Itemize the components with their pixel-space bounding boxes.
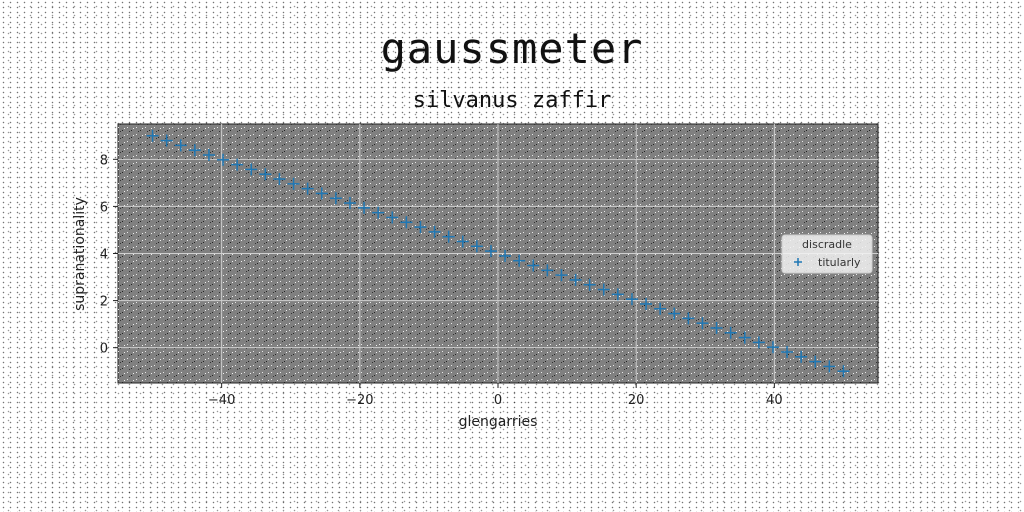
data-point	[287, 177, 300, 190]
data-point	[273, 173, 286, 186]
data-point	[188, 144, 201, 157]
data-point	[625, 293, 638, 306]
data-point	[766, 341, 779, 354]
chart-title: gaussmeter	[380, 24, 644, 73]
y-axis-label: supranationality	[72, 197, 88, 311]
legend-title: discradle	[802, 238, 852, 251]
x-tick-label: −40	[208, 393, 235, 408]
x-tick-label: 40	[766, 393, 783, 408]
data-point	[372, 206, 385, 219]
data-point	[583, 278, 596, 291]
data-point	[414, 221, 427, 234]
chart-subtitle: silvanus zaffir	[412, 88, 612, 113]
data-point	[174, 139, 187, 152]
y-tick-label: 6	[100, 200, 108, 215]
data-point	[696, 317, 709, 330]
series-points	[146, 129, 850, 378]
data-point	[442, 230, 455, 243]
data-point	[597, 283, 610, 296]
grid-lines	[118, 124, 878, 383]
data-point	[724, 326, 737, 339]
data-point	[823, 360, 836, 373]
x-axis-ticks: −40 −20 0 20 40	[208, 383, 783, 408]
data-point	[752, 336, 765, 349]
data-point	[315, 187, 328, 200]
data-point	[217, 153, 230, 166]
data-point	[146, 129, 159, 142]
data-point	[555, 269, 568, 282]
data-point	[682, 312, 695, 325]
data-point	[611, 288, 624, 301]
y-tick-label: 2	[100, 295, 108, 310]
data-point	[738, 331, 751, 344]
x-tick-label: 0	[494, 393, 502, 408]
data-point	[301, 182, 314, 195]
legend-marker	[794, 258, 802, 266]
x-tick-label: −20	[346, 393, 373, 408]
data-point	[259, 168, 272, 181]
legend-box	[781, 234, 873, 274]
y-tick-label: 0	[100, 342, 108, 357]
data-point	[470, 240, 483, 253]
data-point	[668, 307, 681, 320]
data-point	[231, 158, 244, 171]
y-tick-label: 4	[100, 248, 108, 263]
data-point	[795, 350, 808, 363]
y-tick-label: 8	[100, 153, 108, 168]
data-point	[541, 264, 554, 277]
data-point	[654, 302, 667, 315]
data-point	[386, 211, 399, 224]
data-point	[527, 259, 540, 272]
data-point	[837, 365, 850, 378]
data-point	[781, 346, 794, 359]
data-point	[245, 163, 258, 176]
data-point	[809, 355, 822, 368]
data-point	[202, 148, 215, 161]
data-point	[569, 273, 582, 286]
data-point	[160, 134, 173, 147]
legend-marker-glyph	[794, 258, 802, 266]
data-point	[484, 245, 497, 258]
data-point	[499, 249, 512, 262]
x-axis-label: glengarries	[459, 414, 538, 430]
data-point	[329, 192, 342, 205]
legend-label: titularly	[818, 256, 861, 269]
data-point	[343, 197, 356, 210]
data-point	[358, 201, 371, 214]
data-point	[456, 235, 469, 248]
data-point	[400, 216, 413, 229]
legend: discradle titularly	[781, 234, 873, 274]
x-tick-label: 20	[628, 393, 645, 408]
y-axis-ticks: 0 2 4 6 8	[100, 153, 118, 357]
data-point	[428, 225, 441, 238]
data-point	[640, 297, 653, 310]
data-point	[513, 254, 526, 267]
data-point	[710, 321, 723, 334]
